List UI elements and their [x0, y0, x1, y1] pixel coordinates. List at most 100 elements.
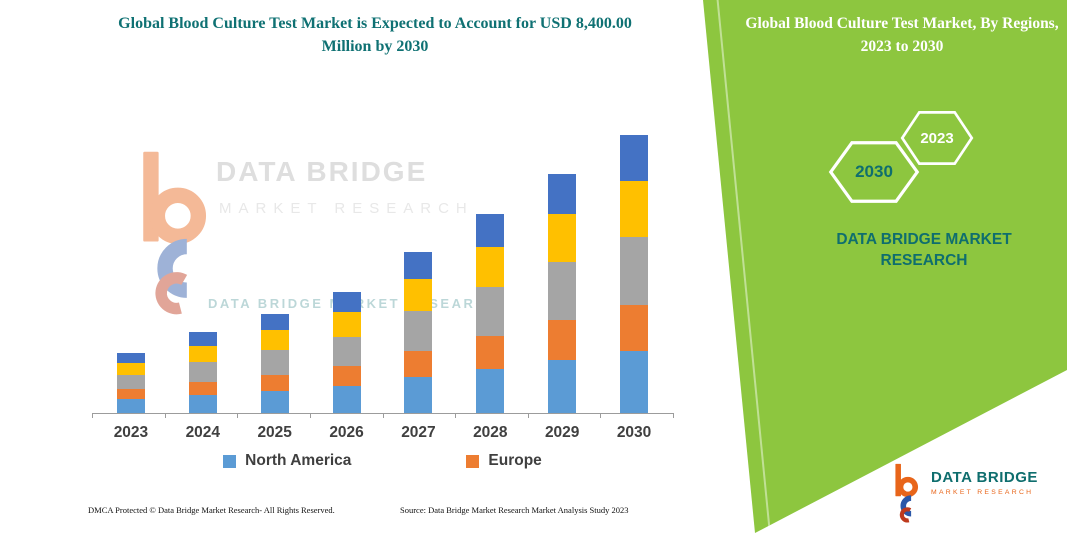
bar-segment-unlabeled-region-dark-blue: [476, 213, 505, 247]
bar-segment-unlabeled-region-dark-blue: [548, 174, 577, 214]
hexagon-outline-icon: [900, 111, 974, 165]
bar-segment-north-america: [404, 376, 433, 413]
logo-title: DATA BRIDGE: [931, 469, 1038, 486]
bar-segment-unlabeled-region-gray: [116, 375, 145, 390]
bar-segment-europe: [116, 389, 145, 400]
bar-segment-unlabeled-region-gray: [548, 262, 577, 321]
hexagon-2023: 2023: [900, 110, 974, 166]
axis-tick: [164, 414, 166, 418]
bar-segment-unlabeled-region-yellow: [188, 346, 217, 363]
bar-segment-unlabeled-region-yellow: [548, 213, 577, 263]
bar-segment-europe: [548, 320, 577, 360]
bar-segment-unlabeled-region-yellow: [404, 279, 433, 312]
bar-2029: [548, 174, 577, 413]
bar-2023: [116, 352, 145, 413]
bar-2026: [332, 292, 361, 413]
watermark-logo-icon: [143, 151, 207, 315]
legend-item-north-america: North America: [223, 452, 351, 470]
brand-line2: RESEARCH: [880, 251, 968, 269]
legend-label-europe: Europe: [488, 452, 542, 469]
bar-segment-unlabeled-region-gray: [476, 287, 505, 336]
logo-text-block: DATA BRIDGE MARKET RESEARCH: [931, 463, 1038, 496]
axis-tick: [455, 414, 457, 418]
brand-text: DATA BRIDGE MARKET RESEARCH: [818, 230, 1030, 272]
bar-segment-europe: [332, 365, 361, 386]
axis-tick: [527, 414, 529, 418]
bar-segment-unlabeled-region-gray: [620, 237, 649, 305]
bar-segment-unlabeled-region-gray: [332, 336, 361, 366]
logo-subtitle: MARKET RESEARCH: [931, 489, 1034, 496]
bar-segment-unlabeled-region-yellow: [260, 330, 289, 351]
bar-2027: [404, 252, 433, 413]
bar-segment-north-america: [476, 368, 505, 413]
bar-segment-unlabeled-region-dark-blue: [620, 135, 649, 181]
bar-segment-unlabeled-region-gray: [404, 311, 433, 351]
x-axis-ticks: [92, 414, 674, 418]
bar-segment-unlabeled-region-gray: [260, 350, 289, 375]
x-axis-label-2023: 2023: [113, 424, 149, 441]
x-axis-label-2029: 2029: [544, 424, 580, 441]
legend-swatch-north-america: [223, 454, 237, 468]
bar-segment-unlabeled-region-gray: [188, 362, 217, 382]
x-axis-label-2024: 2024: [185, 424, 221, 441]
bar-segment-north-america: [620, 350, 649, 413]
legend: North America Europe: [75, 452, 690, 470]
dmca-note: DMCA Protected © Data Bridge Market Rese…: [88, 505, 335, 515]
bar-segment-unlabeled-region-dark-blue: [188, 332, 217, 347]
bar-segment-europe: [620, 304, 649, 351]
bar-segment-europe: [260, 374, 289, 391]
legend-item-europe: Europe: [466, 452, 542, 470]
x-axis-label-2030: 2030: [616, 424, 652, 441]
legend-label-north-america: North America: [245, 452, 352, 469]
axis-tick: [382, 414, 384, 418]
bar-2028: [476, 213, 505, 413]
hexagon-2030: 2030: [828, 140, 920, 204]
axis-tick: [309, 414, 311, 418]
hexagon-outline-icon: [828, 141, 920, 203]
databridge-logo: DATA BRIDGE MARKET RESEARCH: [890, 463, 1038, 523]
bar-segment-europe: [404, 350, 433, 377]
watermark-brand-title: DATA BRIDGE: [216, 156, 428, 187]
bar-segment-unlabeled-region-dark-blue: [404, 252, 433, 280]
bar-segment-europe: [188, 381, 217, 395]
legend-swatch-europe: [466, 454, 480, 468]
databridge-logo-icon: [895, 463, 919, 523]
bar-segment-north-america: [332, 385, 361, 413]
hexagon-2023-label: 2023: [920, 129, 954, 147]
bar-segment-north-america: [116, 399, 145, 413]
bar-segment-unlabeled-region-yellow: [116, 362, 145, 376]
hexagon-2030-label: 2030: [855, 162, 893, 181]
bar-segment-north-america: [548, 359, 577, 413]
panel-title: Global Blood Culture Test Market, By Reg…: [745, 15, 1059, 56]
axis-tick: [92, 414, 93, 418]
bars: [95, 131, 670, 413]
x-axis-label-2025: 2025: [257, 424, 292, 441]
bar-2030: [620, 135, 649, 413]
axis-tick: [600, 414, 602, 418]
x-axis-label-2028: 2028: [473, 424, 508, 441]
bar-segment-unlabeled-region-yellow: [332, 312, 361, 337]
chart-title: Global Blood Culture Test Market is Expe…: [118, 15, 632, 56]
x-axis-label-2026: 2026: [329, 424, 364, 441]
bar-segment-north-america: [188, 394, 217, 413]
axis-tick: [673, 414, 674, 418]
brand-line1: DATA BRIDGE MARKET: [836, 231, 1012, 248]
bar-segment-unlabeled-region-dark-blue: [332, 292, 361, 313]
axis-tick: [237, 414, 239, 418]
source-note: Source: Data Bridge Market Research Mark…: [400, 505, 629, 515]
bar-2025: [260, 314, 289, 413]
x-labels: 2023 2024 2025 2026 2027 2028 2029 2030: [95, 424, 670, 442]
bar-2024: [188, 332, 217, 413]
bar-segment-north-america: [260, 390, 289, 413]
bar-segment-unlabeled-region-yellow: [476, 246, 505, 288]
x-axis-label-2027: 2027: [401, 424, 436, 441]
bar-segment-europe: [476, 335, 505, 369]
panel-accent-line: [716, 0, 772, 533]
bar-segment-unlabeled-region-dark-blue: [116, 352, 145, 363]
x-axis: [92, 413, 674, 414]
watermark-brand-subtitle: MARKET RESEARCH: [219, 200, 474, 217]
bar-segment-unlabeled-region-yellow: [620, 180, 649, 238]
bar-segment-unlabeled-region-dark-blue: [260, 314, 289, 331]
